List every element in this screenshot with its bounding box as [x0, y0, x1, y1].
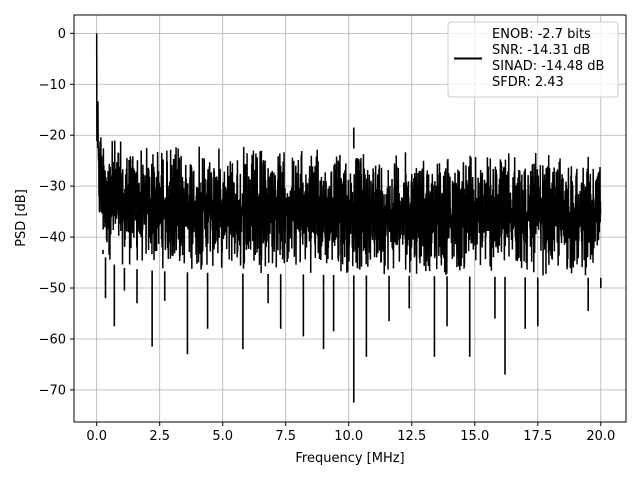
y-tick-label: 0 [58, 27, 66, 42]
legend-line-sfdr: SFDR: 2.43 [492, 75, 564, 90]
psd-series-group [95, 33, 602, 403]
x-axis-label: Frequency [MHz] [295, 451, 404, 466]
y-tick-label: −30 [39, 180, 66, 195]
legend-line-snr: SNR: -14.31 dB [492, 43, 590, 58]
y-axis-label: PSD [dB] [14, 189, 29, 247]
y-tick-label: −20 [39, 129, 66, 144]
x-tick-label: 17.5 [523, 429, 552, 444]
legend-box [447, 21, 619, 98]
y-tick-label: −10 [39, 78, 66, 93]
x-tick-label: 15.0 [460, 429, 489, 444]
x-tick-label: 2.5 [149, 429, 170, 444]
y-tick-label: −50 [39, 282, 66, 297]
y-tick-label: −60 [39, 332, 66, 347]
legend-line-enob: ENOB: -2.7 bits [492, 27, 591, 42]
plot-frame [73, 14, 627, 423]
x-axis: 0.0 2.5 5.0 7.5 10.0 12.5 15.0 17.5 20.0 [86, 422, 615, 444]
y-tick-label: −40 [39, 231, 66, 246]
psd-line [95, 33, 602, 276]
x-tick-label: 12.5 [397, 429, 426, 444]
x-tick-label: 10.0 [334, 429, 363, 444]
x-tick-label: 0.0 [86, 429, 107, 444]
legend-line-sinad: SINAD: -14.48 dB [492, 59, 604, 74]
y-tick-label: −70 [39, 383, 66, 398]
y-axis: 0 −10 −20 −30 −40 −50 −60 −70 [39, 27, 74, 398]
x-tick-label: 7.5 [275, 429, 296, 444]
legend: ENOB: -2.7 bits SNR: -14.31 dB SINAD: -1… [447, 21, 619, 98]
x-tick-label: 5.0 [212, 429, 233, 444]
x-tick-label: 20.0 [586, 429, 615, 444]
